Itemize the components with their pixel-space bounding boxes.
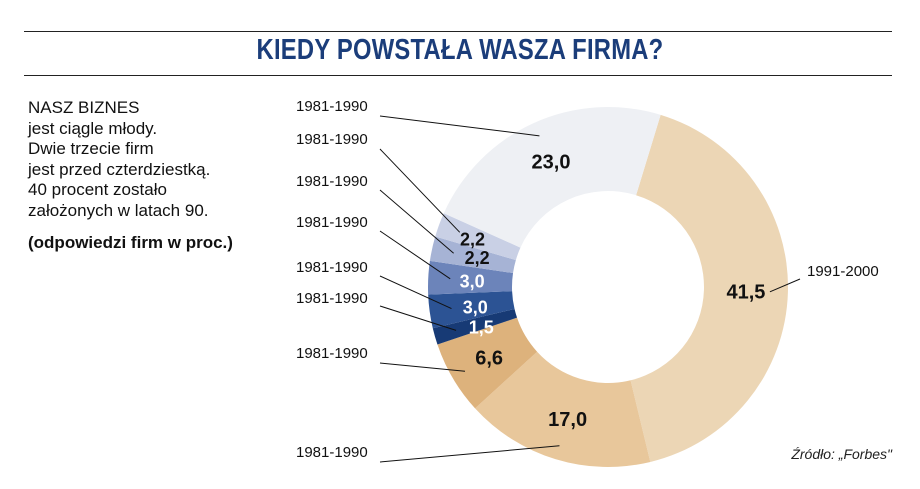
intro-line: założonych w latach 90. (28, 200, 209, 220)
slice-category-label: 1981-1990 (296, 98, 368, 115)
chart-title: KIEDY POWSTAŁA WASZA FIRMA? (256, 34, 664, 66)
intro-line: jest ciągle młody. (28, 118, 158, 138)
donut-slice (630, 114, 789, 462)
leader-line (379, 362, 466, 372)
leader-line (379, 115, 540, 137)
slice-category-label: 1981-1990 (296, 259, 368, 276)
slice-category-label: 1981-1990 (296, 131, 368, 148)
slice-category-label: 1981-1990 (296, 173, 368, 190)
leader-line (379, 445, 560, 463)
leader-line (379, 275, 452, 310)
donut-slice (428, 291, 515, 329)
unit-note: (odpowiedzi firm w proc.) (28, 233, 233, 252)
slice-category-label: 1981-1990 (296, 214, 368, 231)
donut-slice (429, 236, 516, 274)
slice-value-label: 2,2 (460, 230, 485, 250)
slice-category-label: 1981-1990 (296, 345, 368, 362)
intro-line: Dwie trzecie firm (28, 139, 154, 158)
slice-value-label: 2,2 (465, 248, 490, 268)
title-rule (24, 75, 892, 76)
donut-ring (428, 106, 789, 467)
slice-value-label: 6,6 (475, 347, 503, 369)
slice-category-label: 1981-1990 (296, 444, 368, 461)
leader-lines (379, 115, 801, 463)
slice-value-label: 3,0 (460, 271, 485, 291)
donut-slice (475, 351, 651, 467)
slice-value-label: 3,0 (463, 297, 488, 317)
leader-line (769, 278, 801, 293)
slice-category-label: 1981-1990 (296, 290, 368, 307)
leader-line (379, 305, 457, 331)
donut-slice (432, 308, 518, 345)
slice-labels: 41,5 1991-2000 17,0 1981-1990 6,6 1981-1990 1,… (296, 98, 879, 461)
slice-value-label: 1,5 (469, 317, 494, 337)
slice-value-label: 17,0 (548, 409, 587, 431)
slice-category-label: 1991-2000 (807, 263, 879, 280)
leader-line (379, 148, 461, 233)
intro-text: NASZ BIZNES jest ciągle młody. Dwie trze… (28, 98, 210, 221)
leader-line (379, 230, 451, 280)
donut-slice (435, 213, 521, 261)
intro-line: 40 procent zostało (28, 180, 167, 199)
intro-line: NASZ BIZNES (28, 98, 140, 117)
intro-line: jest przed czterdziestką. (28, 159, 211, 179)
slice-value-label: 23,0 (532, 152, 571, 174)
donut-slice (437, 317, 538, 409)
donut-slice (443, 106, 661, 248)
leader-line (379, 189, 454, 254)
source-note: Źródło: „Forbes" (791, 446, 892, 462)
slice-value-label: 41,5 (726, 281, 765, 303)
top-rule (24, 31, 892, 32)
donut-slice (428, 260, 514, 295)
